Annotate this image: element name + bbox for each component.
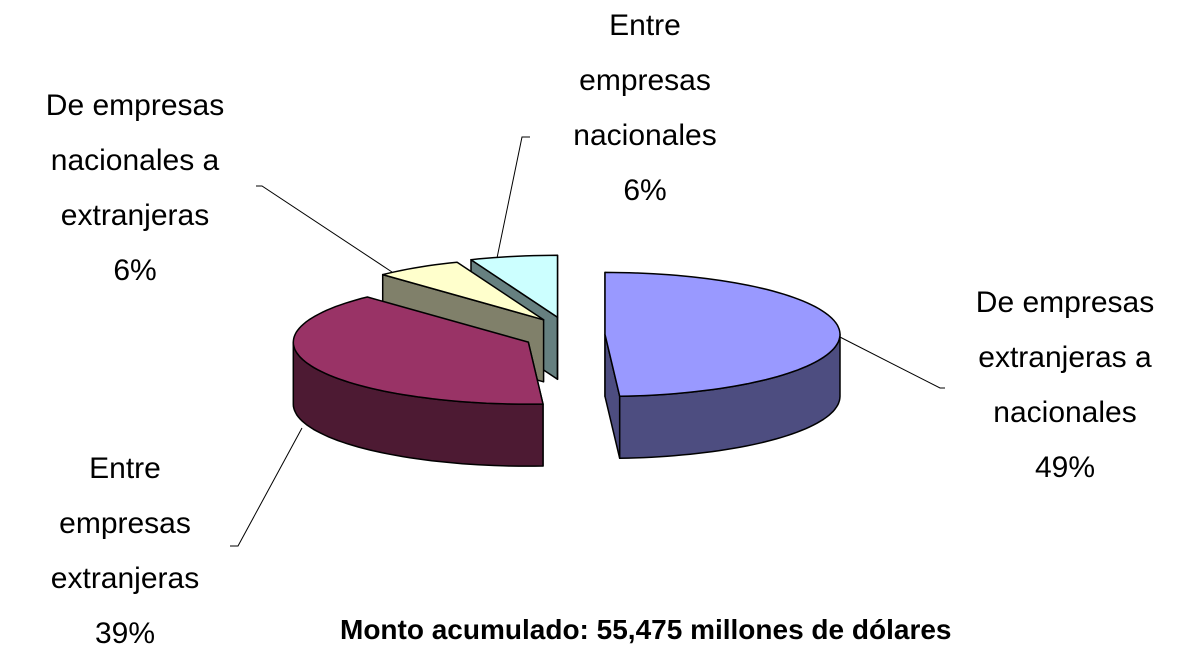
- slice-value-label: 6%: [623, 174, 667, 207]
- annotation: Monto acumulado: 55,475 millones de dóla…: [340, 614, 952, 645]
- leader-line: [256, 185, 393, 273]
- leader-line: [496, 136, 530, 259]
- leader-line: [835, 334, 945, 389]
- slice-label: Entre empresas nacionales: [573, 9, 717, 152]
- slice: [604, 271, 841, 398]
- leader-line: [230, 427, 303, 547]
- slice: [470, 254, 559, 319]
- slice: [381, 261, 545, 321]
- slice-label: Entre empresas extranjeras: [50, 452, 200, 595]
- slice-value-label: 6%: [113, 254, 157, 287]
- page: Monto acumulado: 55,475 millones de dóla…: [45, 9, 1155, 650]
- chart: [230, 136, 945, 547]
- slice-label: De empresas extranjeras a nacionales: [975, 286, 1155, 429]
- slice: [292, 296, 544, 405]
- leader-lines: [230, 136, 945, 547]
- slice-value-label: 49%: [1034, 451, 1096, 484]
- slice-label: De empresas nacionales a extranjeras: [45, 89, 225, 232]
- slice-value-label: 39%: [94, 617, 156, 650]
